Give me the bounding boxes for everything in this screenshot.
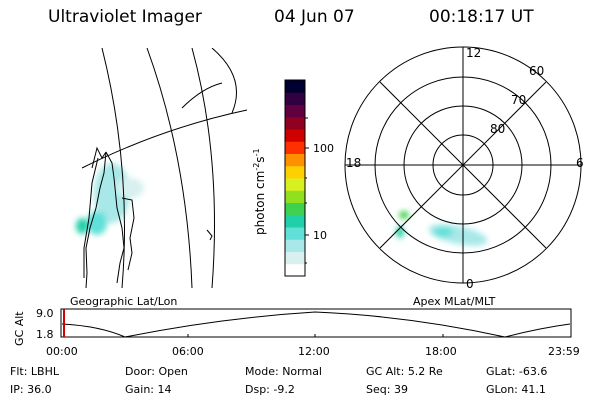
info-dsp-label: Dsp: [245, 383, 270, 396]
info-seq-value: 39 [393, 383, 408, 396]
colorbar-swatch [285, 80, 305, 93]
info-ip-value: 36.0 [27, 383, 52, 396]
time-tick-4: 23:59 [548, 345, 580, 358]
info-door-label: Door: [125, 365, 155, 378]
info-glon-value: 41.1 [521, 383, 546, 396]
polar-lat-60: 60 [529, 64, 545, 78]
info-ip: IP: 36.0 [10, 384, 52, 395]
info-ip-label: IP: [10, 383, 24, 396]
geographic-panel-title: Geographic Lat/Lon [70, 295, 178, 308]
colorbar-unit-s: s [253, 156, 267, 163]
info-gc-alt: GC Alt: 5.2 Re [366, 366, 443, 377]
instrument-title: Ultraviolet Imager [48, 7, 202, 27]
polar-mlt-6: 6 [576, 156, 584, 170]
colorbar-unit-text: photon cm [253, 170, 267, 235]
altitude-tick-low: 1.8 [36, 328, 54, 341]
info-seq: Seq: 39 [366, 384, 408, 395]
info-gain: Gain: 14 [125, 384, 172, 395]
colorbar-swatch [285, 141, 305, 154]
polar-mlt-18: 18 [346, 156, 362, 170]
colorbar-exp-1: -2 [252, 162, 261, 171]
info-seq-label: Seq: [366, 383, 391, 396]
colorbar-swatch [285, 92, 305, 105]
colorbar-swatch [285, 239, 305, 252]
info-gc-alt-value: 5.2 Re [407, 365, 443, 378]
geographic-map [76, 48, 248, 288]
colorbar-swatch [285, 104, 305, 118]
info-glat-value: -63.6 [518, 365, 548, 378]
colorbar-tick-10: 10 [313, 229, 327, 242]
time-tick-3: 18:00 [425, 345, 457, 358]
colorbar-swatch [285, 263, 305, 277]
info-dsp-value: -9.2 [273, 383, 295, 396]
polar-mlt-0: 0 [466, 277, 474, 291]
colorbar-swatch [285, 129, 305, 142]
altitude-tick-high: 9.0 [36, 307, 54, 320]
info-glat: GLat: -63.6 [486, 366, 547, 377]
polar-lat-70: 70 [511, 93, 527, 107]
colorbar-swatch [285, 178, 305, 191]
info-gc-alt-label: GC Alt: [366, 365, 405, 378]
polar-aurora-emission [396, 211, 488, 246]
colorbar-swatch [285, 202, 305, 216]
date-label: 04 Jun 07 [274, 7, 355, 27]
info-gain-label: Gain: [125, 383, 154, 396]
time-tick-2: 12:00 [298, 345, 330, 358]
altitude-axis-label: GC Alt [13, 311, 26, 346]
colorbar-swatch [285, 190, 305, 203]
colorbar-swatch [285, 251, 305, 265]
colorbar-swatch [285, 153, 305, 167]
polar-plot [344, 46, 582, 284]
info-door-value: Open [158, 365, 188, 378]
info-filter: Flt: LBHL [10, 366, 59, 377]
aurora-emission [76, 163, 144, 235]
info-mode: Mode: Normal [245, 366, 322, 377]
colorbar-label: photon cm-2s-1 [252, 148, 267, 235]
info-glon-label: GLon: [486, 383, 518, 396]
polar-mlt-12: 12 [466, 46, 482, 60]
info-gain-value: 14 [157, 383, 172, 396]
time-label: 00:18:17 UT [429, 7, 534, 27]
colorbar-swatch [285, 227, 305, 240]
time-tick-0: 00:00 [46, 345, 78, 358]
info-dsp: Dsp: -9.2 [245, 384, 295, 395]
colorbar-tick-100: 100 [313, 142, 334, 155]
info-filter-label: Flt: [10, 365, 28, 378]
polar-lat-80: 80 [490, 122, 506, 136]
colorbar-swatch [285, 214, 305, 228]
altitude-timeline [60, 308, 572, 338]
colorbar-swatch [285, 116, 305, 130]
info-mode-value: Normal [282, 365, 322, 378]
info-mode-label: Mode: [245, 365, 279, 378]
colorbar-exp-2: -1 [252, 148, 261, 157]
time-tick-1: 06:00 [172, 345, 204, 358]
apex-panel-title: Apex MLat/MLT [413, 295, 496, 308]
info-glat-label: GLat: [486, 365, 516, 378]
colorbar [284, 79, 309, 277]
info-glon: GLon: 41.1 [486, 384, 546, 395]
info-filter-value: LBHL [30, 365, 59, 378]
colorbar-swatch [285, 165, 305, 179]
info-door: Door: Open [125, 366, 188, 377]
